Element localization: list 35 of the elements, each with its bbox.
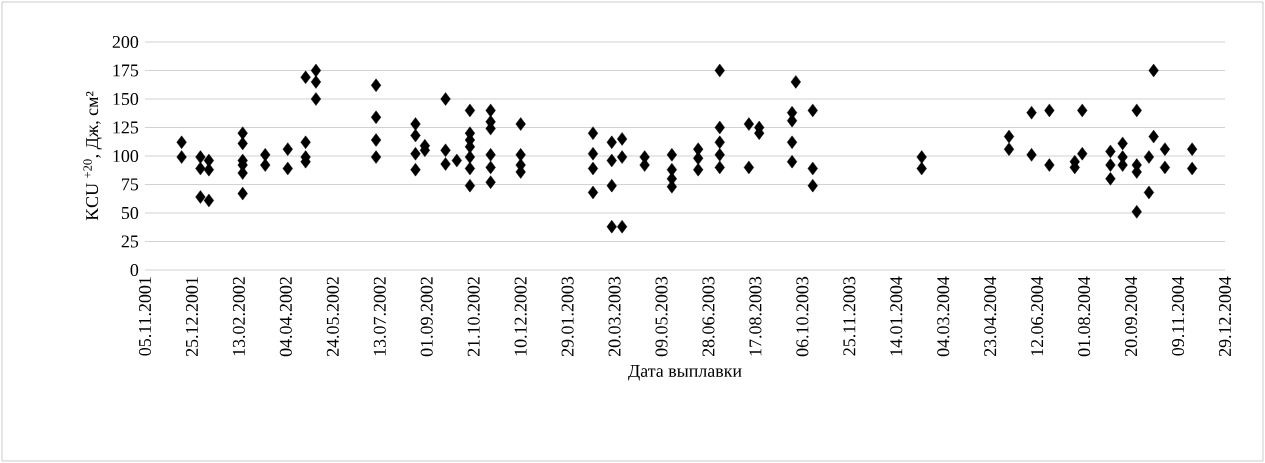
x-tick-label: 01.09.2002	[420, 277, 433, 357]
y-tick-label: 75	[122, 178, 139, 191]
x-tick-label: 13.07.2002	[373, 277, 386, 356]
x-axis-title: Дата выплавки	[628, 365, 742, 381]
x-tick-label: 04.04.2002	[279, 277, 292, 357]
x-tick-label: 13.02.2002	[232, 277, 246, 356]
y-tick-label: 50	[121, 206, 139, 220]
x-tick-label: 17.08.2003	[749, 276, 762, 356]
y-tick-label: 150	[113, 92, 139, 106]
x-tick-label: 05.11.2001	[138, 277, 152, 356]
y-tick-label: 175	[113, 64, 139, 77]
x-tick-label: 20.09.2004	[1125, 276, 1138, 357]
x-tick-label: 09.11.2004	[1171, 276, 1185, 356]
x-tick-label: 25.11.2003	[843, 276, 856, 356]
y-tick-label: 25	[121, 235, 139, 248]
x-tick-label: 09.05.2003	[655, 276, 668, 357]
x-tick-label: 24.05.2002	[326, 277, 339, 357]
x-tick-label: 12.06.2004	[1031, 276, 1044, 356]
x-tick-label: 21.10.2002	[467, 277, 480, 357]
x-tick-label: 01.08.2004	[1078, 276, 1091, 357]
y-axis-title: KCU $^{+20}$, Дж, см²	[83, 91, 102, 221]
x-tick-label: 04.03.2004	[937, 276, 950, 357]
x-tick-label: 25.12.2001	[185, 277, 199, 357]
y-tick-label: 0	[130, 263, 139, 277]
x-tick-label: 20.03.2003	[608, 276, 621, 357]
x-tick-label: 23.04.2004	[984, 276, 997, 357]
y-tick-label: 125	[113, 121, 139, 134]
x-tick-label: 29.01.2003	[561, 276, 574, 357]
x-tick-label: 14.01.2004	[890, 276, 903, 356]
x-tick-label: 10.12.2002	[514, 277, 527, 356]
x-tick-label: 06.10.2003	[796, 276, 809, 357]
x-tick-label: 28.06.2003	[702, 276, 715, 357]
y-tick-label: 200	[112, 35, 139, 49]
y-tick-label: 100	[113, 149, 139, 163]
x-tick-label: 29.12.2004	[1218, 276, 1232, 357]
